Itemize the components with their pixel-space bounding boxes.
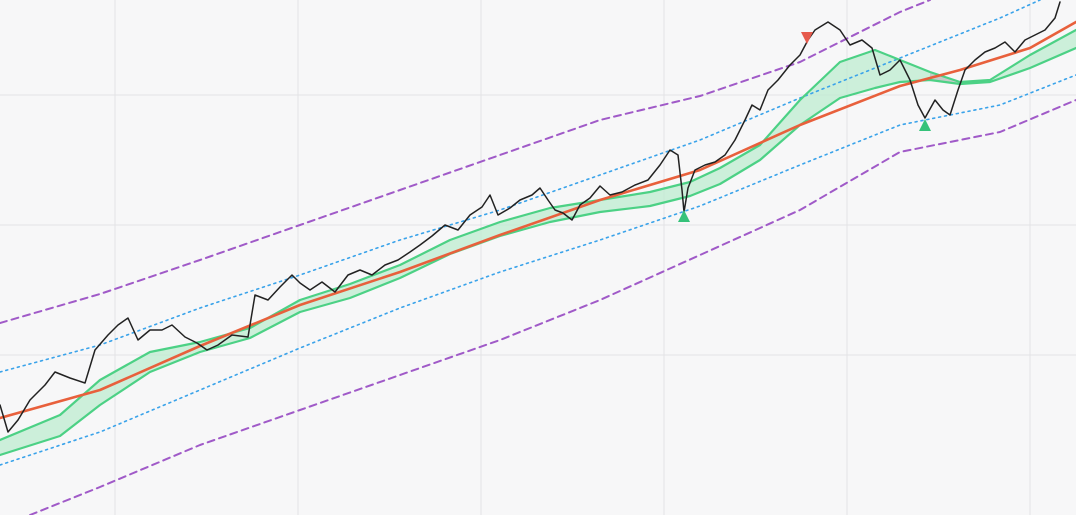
buy-signal-marker	[919, 119, 931, 131]
ma-band-upper-line	[0, 28, 1076, 442]
signal-markers	[678, 32, 931, 222]
inner-upper-line	[0, 0, 1041, 373]
buy-signal-marker	[678, 210, 690, 222]
inner-lower-line	[0, 74, 1076, 466]
sell-signal-marker	[801, 32, 813, 44]
price-line	[0, 1, 1061, 433]
outer-lower-line	[29, 99, 1076, 515]
outer-upper-line	[0, 0, 931, 324]
